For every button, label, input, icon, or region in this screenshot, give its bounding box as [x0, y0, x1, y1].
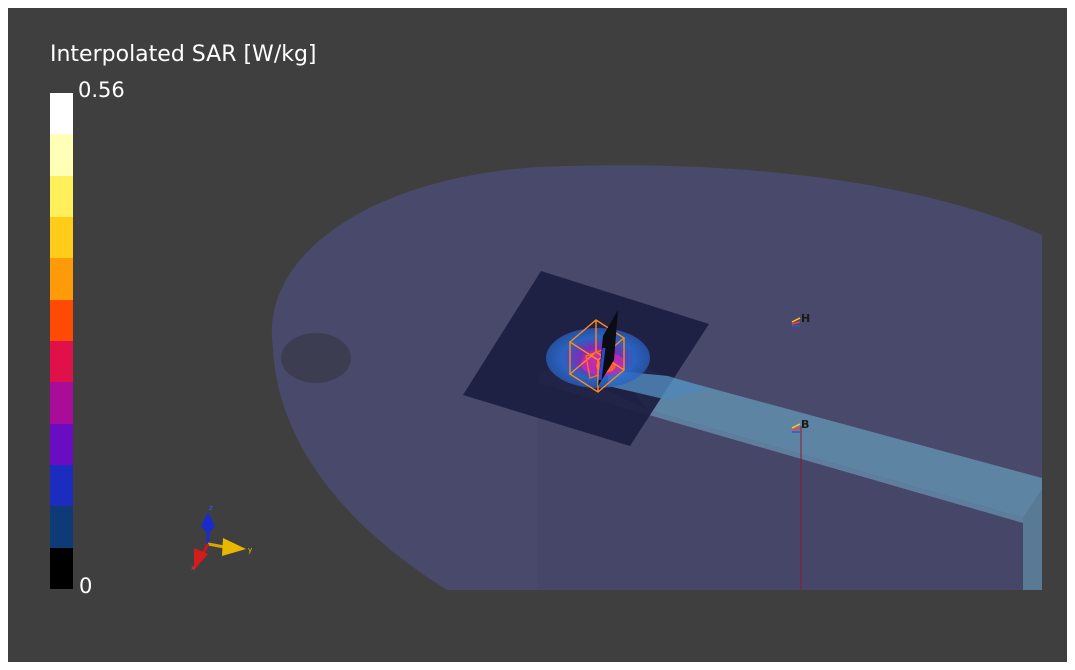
- colorbar-band: [50, 258, 73, 300]
- colorbar-band: [50, 464, 73, 507]
- colorbar-band: [50, 175, 73, 217]
- simulation-scene[interactable]: [8, 8, 1067, 662]
- block-side: [1023, 490, 1042, 590]
- dielectric-block: [538, 380, 1042, 590]
- phantom-hole: [281, 333, 351, 383]
- legend-min-label: 0: [79, 574, 93, 598]
- colorbar-band: [50, 93, 73, 135]
- probe-h-marker: [791, 317, 801, 327]
- colorbar-band: [50, 216, 73, 259]
- colorbar-band: [50, 134, 73, 176]
- feed-line: [630, 366, 1042, 518]
- feed-line-front: [538, 366, 1023, 523]
- legend-title: Interpolated SAR [W/kg]: [50, 42, 317, 67]
- colorbar-band: [50, 382, 73, 424]
- colorbar-band: [50, 340, 73, 383]
- probe-h-label: H: [801, 312, 811, 325]
- colorbar-band: [50, 547, 73, 589]
- colorbar-band: [50, 506, 73, 548]
- probe-b-marker: [791, 423, 801, 433]
- colorbar-band: [50, 299, 73, 341]
- axis-triad: [194, 512, 246, 570]
- sar-colorbar: [50, 93, 73, 589]
- axis-z-label: z: [209, 504, 213, 512]
- axis-y-label: y: [248, 546, 253, 554]
- colorbar-band: [50, 423, 73, 465]
- 3d-viewport[interactable]: Interpolated SAR [W/kg] 0.56 0 H B z y x: [8, 8, 1067, 662]
- legend-max-label: 0.56: [78, 78, 125, 102]
- antenna-bounding-box: [568, 319, 626, 393]
- axis-x-label: x: [191, 564, 196, 572]
- probe-b-label: B: [801, 418, 810, 431]
